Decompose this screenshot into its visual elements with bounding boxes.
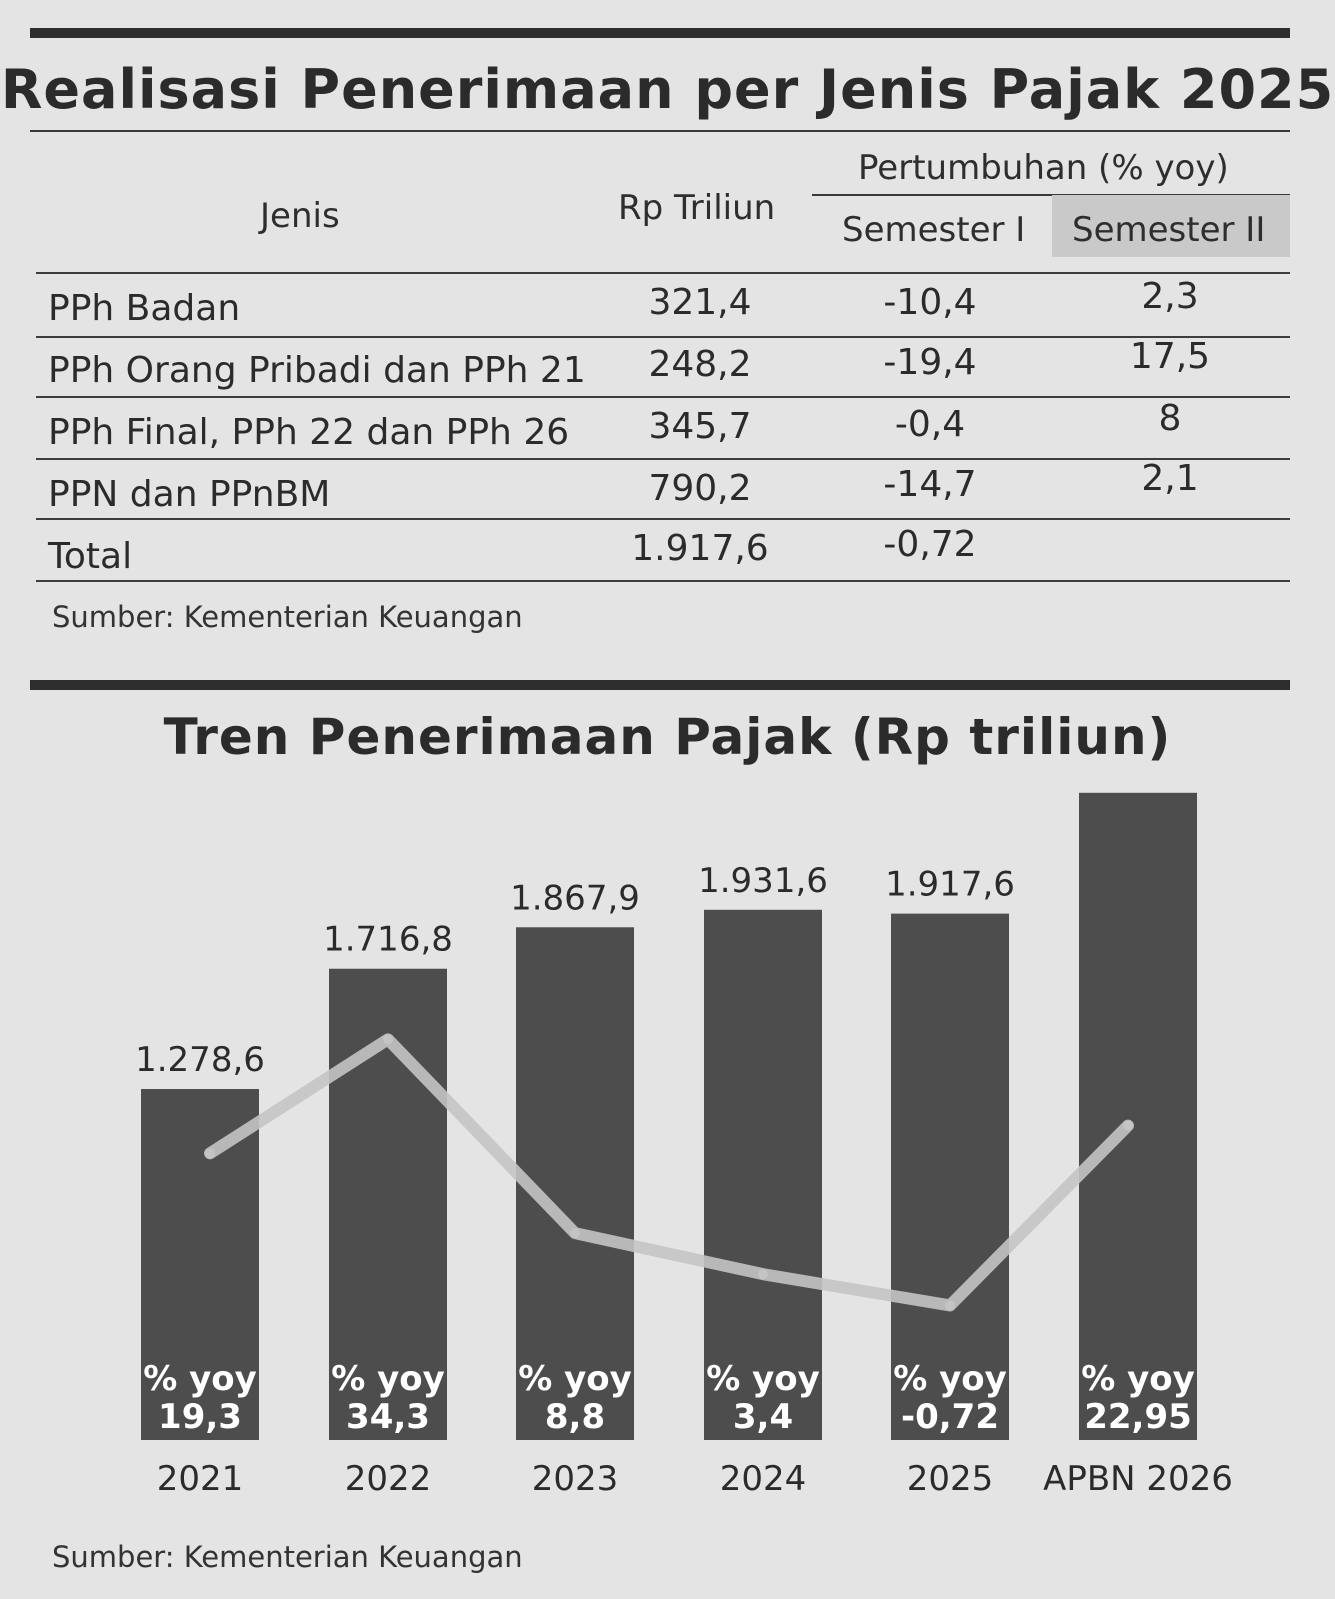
bar (516, 927, 634, 1440)
table-title: Realisasi Penerimaan per Jenis Pajak 202… (0, 58, 1335, 121)
semester-ii-highlight (1052, 195, 1290, 257)
bar (141, 1089, 259, 1440)
row-sem1: -19,4 (883, 342, 977, 383)
row-divider (36, 336, 1290, 338)
yoy-line (204, 1033, 1134, 1312)
chart-top-rule (30, 680, 1290, 690)
yoy-point (1123, 1120, 1133, 1131)
table-source: Sumber: Kementerian Keuangan (52, 600, 523, 634)
row-jenis: PPh Badan (48, 288, 241, 329)
title-rule (30, 130, 1290, 132)
row-rp: 1.917,6 (631, 528, 769, 569)
row-sem2: 17,5 (1129, 336, 1211, 377)
header-sem2: Semester II (1072, 210, 1266, 250)
row-rp: 345,7 (648, 406, 752, 447)
category-label: 2021 (157, 1459, 244, 1499)
header-sem1: Semester I (842, 210, 1026, 250)
yoy-prefix-label: % yoy (706, 1359, 820, 1399)
row-sem1: -0,72 (883, 524, 977, 565)
yoy-value-label: 8,8 (545, 1397, 605, 1437)
row-jenis: PPh Orang Pribadi dan PPh 21 (48, 350, 586, 391)
row-divider (36, 396, 1290, 398)
row-sem2: 2,1 (1141, 458, 1199, 499)
yoy-point (758, 1269, 768, 1280)
category-label: 2025 (907, 1459, 994, 1499)
row-divider (36, 518, 1290, 520)
category-label: 2023 (532, 1459, 619, 1499)
yoy-point (205, 1148, 215, 1159)
row-rp: 321,4 (648, 282, 752, 323)
row-rp: 248,2 (648, 344, 752, 385)
yoy-value-label: 34,3 (346, 1397, 430, 1437)
category-label: 2024 (720, 1459, 807, 1499)
yoy-prefix-label: % yoy (331, 1359, 445, 1399)
yoy-prefix-label: % yoy (143, 1359, 257, 1399)
row-sem1: -14,7 (883, 464, 977, 505)
row-sem2: 8 (1158, 398, 1182, 439)
bar-value-label: 1.917,6 (885, 865, 1015, 905)
bar (891, 913, 1009, 1440)
bar-value-label: 1.867,9 (510, 878, 640, 918)
yoy-point (570, 1228, 580, 1239)
bar-value-label: 1.278,6 (135, 1040, 265, 1080)
chart-title: Tren Penerimaan Pajak (Rp triliun) (163, 708, 1172, 766)
row-sem2: 2,3 (1141, 276, 1199, 317)
yoy-value-label: 3,4 (733, 1397, 793, 1437)
category-label: 2022 (345, 1459, 432, 1499)
bar (704, 909, 822, 1440)
table-bottom-rule (36, 580, 1290, 582)
row-sem1: -10,4 (883, 282, 977, 323)
yoy-value-label: 22,95 (1084, 1397, 1192, 1437)
bar (1079, 792, 1197, 1440)
top-rule (30, 28, 1290, 38)
category-label: APBN 2026 (1043, 1459, 1233, 1499)
yoy-point (383, 1034, 393, 1045)
yoy-prefix-label: % yoy (1081, 1359, 1195, 1399)
bar-value-label: 1.716,8 (323, 920, 453, 960)
yoy-prefix-label: % yoy (893, 1359, 1007, 1399)
yoy-prefix-label: % yoy (518, 1359, 632, 1399)
row-jenis: Total (48, 536, 133, 577)
header-bottom-rule (36, 272, 1290, 274)
yoy-value-label: -0,72 (901, 1397, 999, 1437)
yoy-value-label: 19,3 (158, 1397, 242, 1437)
row-jenis: PPh Final, PPh 22 dan PPh 26 (48, 412, 570, 453)
header-jenis: Jenis (260, 196, 340, 236)
yoy-point (945, 1300, 955, 1311)
row-rp: 790,2 (648, 468, 752, 509)
row-sem1: -0,4 (894, 404, 966, 445)
bar-value-label: 1.931,6 (698, 861, 828, 901)
bar-value-label: 2.357,7 (1073, 780, 1203, 784)
header-growth: Pertumbuhan (% yoy) (858, 148, 1229, 188)
header-rp: Rp Triliun (618, 188, 776, 228)
header-growth-rule (812, 194, 1290, 196)
row-jenis: PPN dan PPnBM (48, 474, 331, 515)
chart-source: Sumber: Kementerian Keuangan (52, 1540, 523, 1574)
tax-trend-chart: 1.278,6 1.716,8 1.867,9 1.931,6 1.917,6 2.357… (135, 780, 1233, 1499)
row-divider (36, 458, 1290, 460)
